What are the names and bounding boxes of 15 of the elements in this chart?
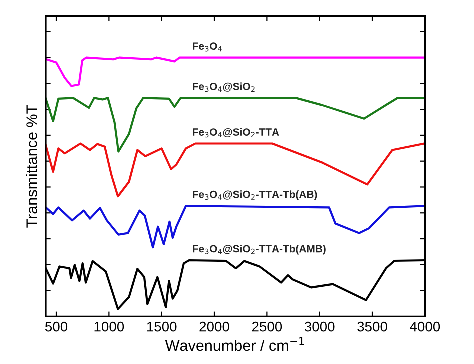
x-tick-label: 2000 — [200, 322, 230, 332]
series-label: Fe$_{3}$O$_{4}$@SiO$_{2}$-TTA-Tb(AB) — [193, 190, 318, 200]
x-tick-label: 3500 — [358, 322, 388, 332]
x-tick-label: 2500 — [252, 322, 282, 332]
y-axis-title: Transmittance %T — [26, 105, 38, 228]
x-tick-label: 500 — [45, 322, 68, 332]
x-axis-title: Wavenumber / cm$^{−1}$ — [165, 337, 304, 352]
x-tick-label: 1000 — [94, 322, 124, 332]
x-tick-label: 4000 — [410, 322, 440, 332]
x-tick-label: 1500 — [147, 322, 177, 332]
series-label: Fe$_{3}$O$_{4}$@SiO$_{2}$-TTA-Tb(AMB) — [193, 245, 326, 255]
series-label: Fe$_{3}$O$_{4}$ — [193, 42, 222, 52]
series-label: Fe$_{3}$O$_{4}$@SiO$_{2}$-TTA — [193, 128, 280, 138]
x-tick-label: 3000 — [304, 322, 335, 332]
series-label: Fe$_{3}$O$_{4}$@SiO$_{2}$ — [193, 82, 255, 92]
